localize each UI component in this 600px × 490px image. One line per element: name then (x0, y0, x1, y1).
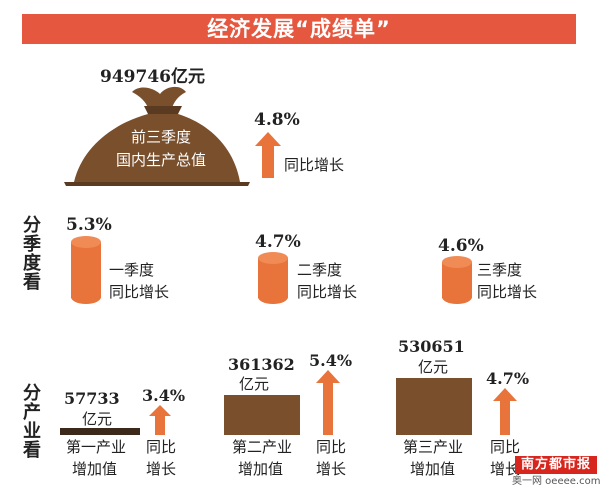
watermark-logo: 南方都市报 (515, 456, 597, 474)
secondary-pct: 5.4% (309, 351, 353, 370)
gdp-growth-label: 同比增长 (284, 156, 345, 174)
tertiary-bar (396, 378, 472, 435)
gdp-bag-line2: 国内生产总值 (115, 151, 206, 169)
primary-name2: 增加值 (72, 460, 118, 478)
up-arrow-icon (149, 405, 171, 435)
q1-pct: 5.3% (66, 215, 112, 235)
tertiary-value: 530651 (398, 337, 465, 356)
tertiary-name1: 第三产业 (403, 438, 464, 456)
tertiary-pct: 4.7% (486, 369, 530, 388)
gdp-growth-pct: 4.8% (254, 110, 300, 130)
primary-name1: 第一产业 (66, 438, 127, 456)
secondary-sub1: 同比 (316, 438, 347, 456)
tertiary-sub2: 增长 (490, 460, 521, 478)
secondary-value: 361362 (228, 355, 295, 374)
money-bag-icon (64, 86, 250, 186)
q2-cylinder (258, 252, 288, 304)
gdp-value: 949746亿元 (100, 67, 205, 87)
page-title: 经济发展“成绩单” (22, 14, 576, 44)
q1-name: 一季度 (109, 261, 155, 279)
q2-sub: 同比增长 (297, 283, 358, 301)
secondary-name1: 第二产业 (232, 438, 293, 456)
q2-pct: 4.7% (255, 232, 301, 252)
primary-sub1: 同比 (146, 438, 177, 456)
primary-pct: 3.4% (142, 386, 186, 405)
primary-unit: 亿元 (82, 410, 113, 428)
q3-cylinder (442, 256, 472, 304)
q1-sub: 同比增长 (109, 283, 170, 301)
tertiary-name2: 增加值 (410, 460, 456, 478)
q3-pct: 4.6% (438, 236, 484, 256)
q3-name: 三季度 (477, 261, 523, 279)
q1-cylinder (71, 236, 101, 304)
up-arrow-icon (493, 388, 517, 435)
q3-sub: 同比增长 (477, 283, 538, 301)
primary-value: 57733 (64, 389, 120, 408)
secondary-name2: 增加值 (238, 460, 284, 478)
primary-bar (60, 428, 140, 435)
secondary-bar (224, 395, 300, 435)
up-arrow-icon (255, 132, 281, 178)
secondary-sub2: 增长 (316, 460, 347, 478)
up-arrow-icon (316, 370, 340, 435)
gdp-bag-line1: 前三季度 (130, 128, 191, 146)
q2-name: 二季度 (297, 261, 343, 279)
quarterly-side-label: 分 季 度 看 (23, 215, 41, 293)
watermark-site: 奥一网 oeeee.com (512, 476, 600, 487)
tertiary-sub1: 同比 (490, 438, 521, 456)
primary-sub2: 增长 (146, 460, 177, 478)
industry-side-label: 分 产 业 看 (23, 383, 41, 461)
tertiary-unit: 亿元 (418, 358, 449, 376)
secondary-unit: 亿元 (239, 375, 270, 393)
